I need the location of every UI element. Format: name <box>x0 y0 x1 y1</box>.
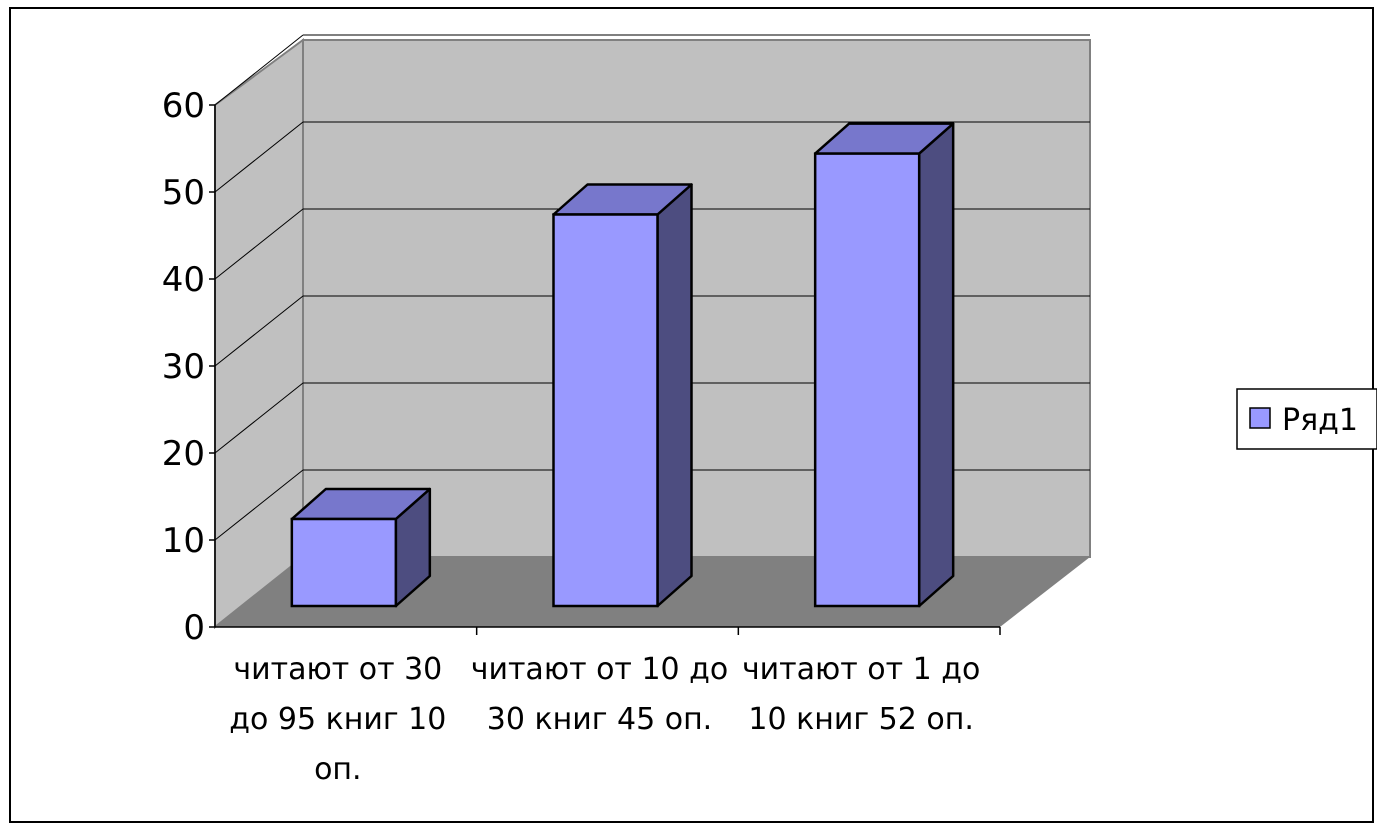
bar-side-face <box>656 183 693 608</box>
y-tick-label: 50 <box>162 173 205 213</box>
bar <box>290 487 432 608</box>
bar <box>552 183 693 608</box>
gridline-side <box>214 469 304 541</box>
y-tick-label: 60 <box>162 86 205 126</box>
x-tick-label: читают от 30 до 95 книг 10 оп. <box>229 652 446 787</box>
legend-swatch <box>1249 407 1271 429</box>
x-tick-label-line: 30 книг 45 оп. <box>487 702 712 737</box>
x-tick-label-line: 10 книг 52 оп. <box>748 702 973 737</box>
x-tick-label-line: до 95 книг 10 <box>229 702 446 737</box>
gridline-side <box>214 295 304 367</box>
gridline-side <box>214 208 304 280</box>
bar-front-face <box>290 517 398 608</box>
y-tick-label: 30 <box>162 347 205 387</box>
bar-front-face <box>552 213 659 608</box>
gridlines <box>214 34 1090 541</box>
x-tick-label-line: оп. <box>314 752 362 787</box>
bars <box>290 122 955 608</box>
x-tick-label: читают от 1 до 10 книг 52 оп. <box>742 652 980 737</box>
x-tick-label-line: читают от 30 <box>233 652 442 687</box>
x-tick-label: читают от 10 до 30 книг 45 оп. <box>471 652 729 737</box>
bar <box>813 122 955 608</box>
x-tick-label-line: читают от 1 до <box>742 652 980 687</box>
y-tick-label: 10 <box>162 521 205 561</box>
bar-side-face <box>917 122 955 608</box>
side-wall <box>214 38 304 630</box>
gridline-side <box>214 34 304 106</box>
y-axis-ticks: 0 10 20 30 40 50 60 <box>162 86 215 648</box>
bar-front-face <box>813 152 921 608</box>
gridline-side <box>214 121 304 193</box>
legend: Ряд1 <box>1236 388 1377 450</box>
x-tick-label-line: читают от 10 до <box>471 652 729 687</box>
y-tick-label: 20 <box>162 434 205 474</box>
y-tick-label: 40 <box>162 260 205 300</box>
back-wall <box>302 39 1091 558</box>
legend-label: Ряд1 <box>1282 403 1358 438</box>
y-tick-label: 0 <box>183 608 205 648</box>
gridline-side <box>214 382 304 454</box>
x-axis-ticks: читают от 30 до 95 книг 10 оп. читают от 10… <box>229 627 1001 787</box>
